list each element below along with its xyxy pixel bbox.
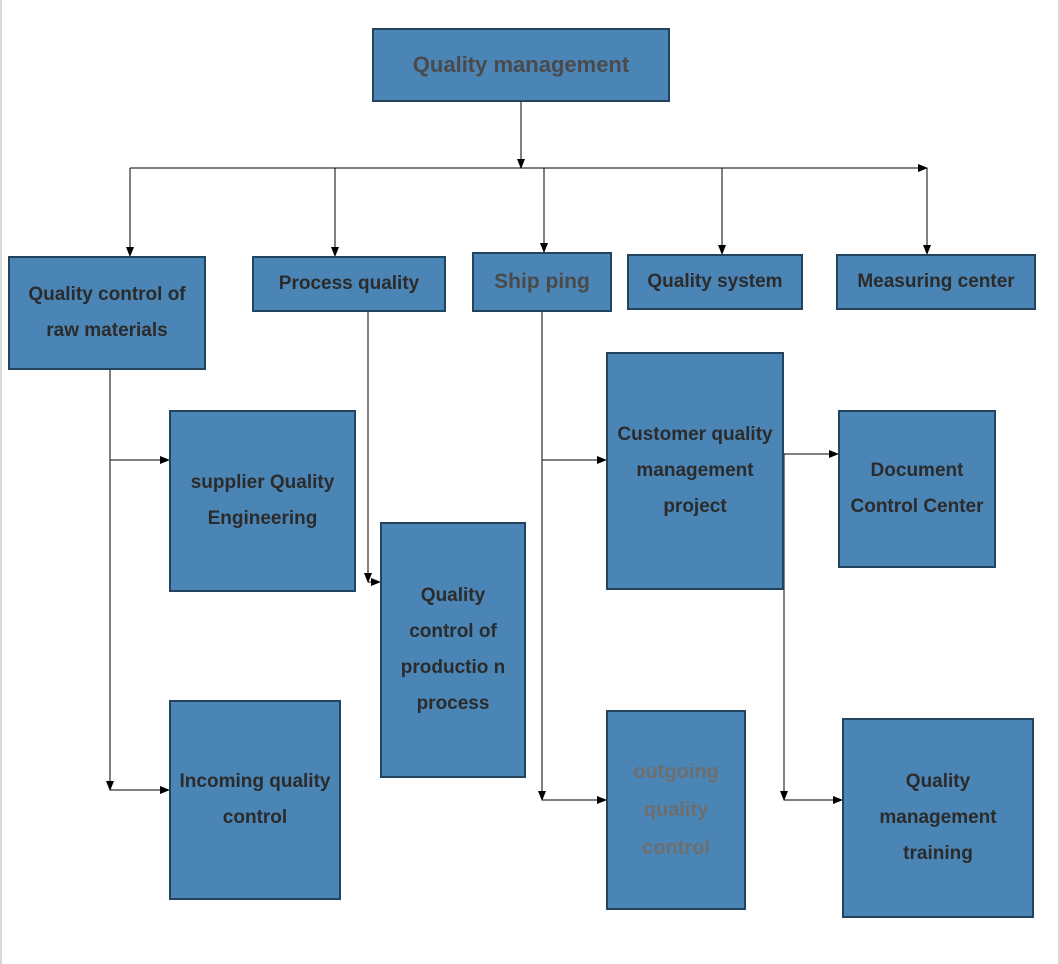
node-c7: Quality management training [842,718,1034,918]
node-n5: Measuring center [836,254,1036,310]
node-label: Measuring center [857,264,1014,300]
node-c3: Quality control of productio n process [380,522,526,778]
node-n4: Quality system [627,254,803,310]
node-label: Process quality [279,266,419,302]
node-root: Quality management [372,28,670,102]
node-label: Customer quality management project [614,417,776,525]
node-c2: Incoming quality control [169,700,341,900]
node-label: Quality control of raw materials [16,277,198,349]
node-n2: Process quality [252,256,446,312]
node-label: supplier Quality Engineering [177,465,348,537]
node-label: Quality management training [850,764,1026,872]
node-label: Incoming quality control [177,764,333,836]
node-c6: Document Control Center [838,410,996,568]
node-n3: Ship ping [472,252,612,312]
node-label: Document Control Center [846,453,988,525]
node-label: Quality management [413,44,629,86]
node-label: Ship ping [494,262,590,302]
node-label: Quality system [647,264,782,300]
node-label: Quality control of productio n process [388,578,518,722]
node-c4: Customer quality management project [606,352,784,590]
node-label: outgoing quality control [614,753,738,867]
diagram-canvas: Quality management Quality control of raw… [0,0,1060,964]
node-n1: Quality control of raw materials [8,256,206,370]
node-c5: outgoing quality control [606,710,746,910]
node-c1: supplier Quality Engineering [169,410,356,592]
